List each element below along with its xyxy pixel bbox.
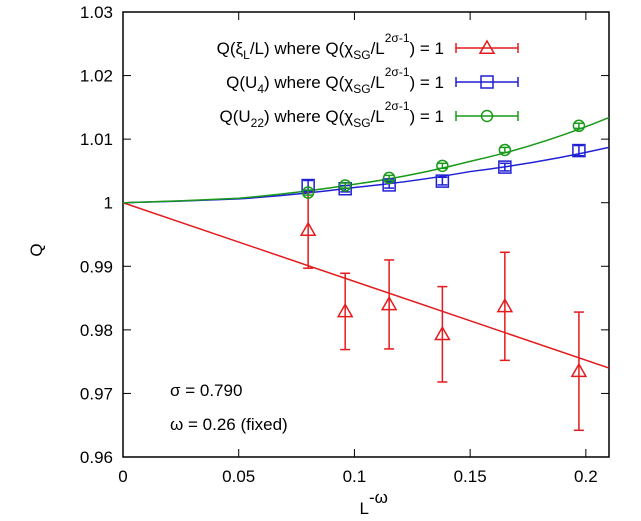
legend-text-part: 2σ-1: [385, 31, 410, 45]
legend-label-series-1: Q(U4) where Q(χSG/L2σ-1) = 1: [226, 65, 444, 96]
data-marker: [572, 143, 586, 158]
data-point-series-1: [572, 143, 586, 158]
fit-curve-series-0: [123, 202, 609, 369]
legend-marker-series-2: [480, 109, 494, 123]
legend-text-part: /L: [371, 39, 385, 58]
data-point-series-0: [380, 259, 398, 350]
legend-text-part: SG: [353, 48, 370, 62]
data-point-series-0: [336, 272, 354, 351]
data-marker: [380, 295, 398, 311]
legend-text-part: 4: [257, 82, 264, 96]
annotation-sigma: σ = 0.790: [170, 381, 242, 400]
x-tick-label: 0: [118, 467, 127, 486]
y-tick-label: 0.98: [80, 321, 113, 340]
y-axis-label: Q: [27, 243, 46, 256]
x-tick-label: 0.1: [343, 467, 367, 486]
legend-text-part: Q(U: [226, 73, 257, 92]
fit-curves: [123, 116, 609, 369]
axes: 0 0.05 0.1 0.15 0.2 0.96 0.97 0.98 0.99 1 1.01 1.02…: [80, 3, 610, 486]
legend-marker-series-1: [480, 75, 494, 89]
legend-label-series-0: Q(ξL/L) where Q(χSG/L2σ-1) = 1: [217, 31, 444, 62]
legend-text-part: Q(U: [219, 107, 250, 126]
data-marker: [436, 159, 449, 173]
y-tick-label: 0.99: [80, 257, 113, 276]
x-tick-label: 0.15: [454, 467, 487, 486]
y-tick-label: 0.97: [80, 384, 113, 403]
legend-text-part: 2σ-1: [385, 99, 410, 113]
legend-label-series-2: Q(U22) where Q(χSG/L2σ-1) = 1: [219, 99, 444, 130]
data-point-series-1: [435, 174, 450, 188]
legend-text-part: SG: [353, 82, 370, 96]
legend-text-part: /L: [371, 73, 385, 92]
x-tick-label: 0.05: [222, 467, 255, 486]
x-axis-label: L -ω: [360, 488, 388, 518]
y-tick-label: 1.02: [80, 67, 113, 86]
data-marker: [498, 160, 512, 174]
legend-text-part: 22: [251, 116, 265, 130]
data-point-series-2: [436, 159, 449, 173]
data-point-series-0: [299, 191, 317, 269]
legend: Q(ξL/L) where Q(χSG/L2σ-1) = 1Q(U4) wher…: [217, 31, 519, 130]
data-marker: [498, 143, 512, 157]
x-tick-label: 0.2: [574, 467, 598, 486]
data-point-series-2: [382, 171, 396, 185]
data-marks: [299, 119, 588, 432]
legend-text-part: /L: [371, 107, 385, 126]
legend-text-part: L: [243, 48, 250, 62]
data-point-series-2: [338, 179, 352, 192]
x-axis-label-sup: -ω: [369, 488, 388, 507]
data-marker: [299, 221, 317, 237]
y-tick-label: 0.96: [80, 448, 113, 467]
data-marker: [338, 179, 352, 192]
data-point-series-0: [434, 285, 451, 383]
data-marker: [572, 119, 586, 133]
data-marker: [336, 302, 354, 318]
y-tick-label: 1.03: [80, 3, 113, 22]
data-point-series-0: [570, 311, 588, 432]
fit-curve-series-2: [123, 116, 609, 204]
legend-text-part: SG: [353, 116, 370, 130]
legend-text-part: ) where Q(χ: [264, 107, 353, 126]
data-point-series-2: [301, 186, 315, 199]
legend-text-part: 2σ-1: [385, 65, 410, 79]
legend-text-part: ) = 1: [410, 39, 445, 58]
data-marker: [570, 362, 588, 378]
data-marker: [382, 171, 396, 185]
legend-text-part: ) = 1: [410, 73, 445, 92]
legend-text-part: /L) where Q(χ: [250, 39, 353, 58]
y-tick-label: 1: [104, 194, 113, 213]
x-axis-label-main: L: [360, 499, 369, 518]
data-point-series-0: [496, 251, 514, 362]
data-marker: [496, 297, 514, 313]
legend-text-part: ) where Q(χ: [264, 73, 353, 92]
svg-text:L: L: [360, 499, 369, 518]
plot-frame: [122, 11, 610, 458]
data-marker: [434, 325, 451, 341]
fit-curve-series-1: [123, 146, 609, 204]
y-tick-label: 1.01: [80, 130, 113, 149]
data-marker: [435, 174, 450, 188]
data-point-series-1: [498, 160, 512, 174]
data-point-series-2: [498, 143, 512, 157]
legend-marker-series-0: [478, 39, 496, 54]
data-point-series-2: [572, 119, 586, 133]
annotation-omega: ω = 0.26 (fixed): [170, 415, 288, 434]
legend-text-part: ) = 1: [410, 107, 445, 126]
legend-text-part: Q(ξ: [217, 39, 244, 58]
data-marker: [301, 186, 315, 199]
